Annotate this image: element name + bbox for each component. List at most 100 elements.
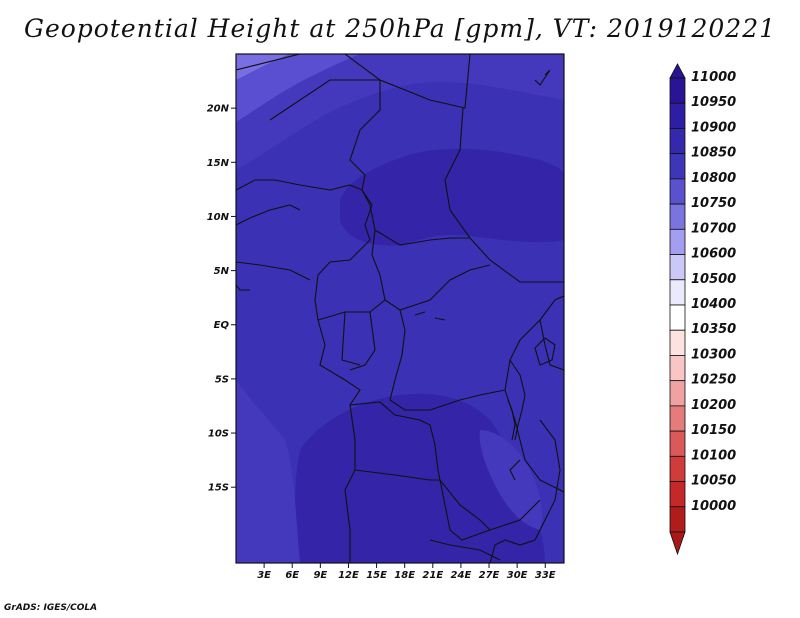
border-line [354, 469, 440, 481]
lat-tick-label: 10S [208, 429, 229, 440]
lon-tick-label: 27E [479, 570, 500, 581]
border-line [236, 204, 301, 226]
colorbar-label: 10700 [691, 221, 736, 236]
border-line [429, 539, 501, 561]
colorbar-label: 10800 [691, 171, 736, 186]
colorbar-label: 10900 [691, 120, 736, 135]
colorbar-label: 10350 [691, 322, 736, 337]
colorbar-swatch [669, 304, 686, 331]
lat-tick-label: 15S [208, 483, 229, 494]
colorbar-label: 10850 [691, 146, 736, 161]
border-line [349, 311, 376, 371]
colorbar-swatch [669, 355, 686, 382]
border-line [374, 229, 470, 246]
lon-tick-label: 9E [313, 570, 327, 581]
colorbar-label: 11000 [691, 70, 736, 85]
colorbar-label: 10750 [691, 196, 736, 211]
height-field [236, 54, 564, 563]
border-line [489, 419, 561, 563]
colorbar-label: 10150 [691, 423, 736, 438]
border-line [269, 79, 380, 121]
colorbar-label: 10100 [691, 448, 736, 463]
colorbar-swatch [669, 329, 686, 356]
border-line [349, 401, 491, 531]
lat-tick-label: 10N [207, 212, 230, 223]
lat-tick-label: 5N [214, 266, 230, 277]
colorbar-swatch [669, 380, 686, 407]
colorbar-label: 10200 [691, 398, 736, 413]
latitude-axis: 20N 15N 10N 5N EQ 5S 10S 15S [207, 104, 236, 494]
colorbar-label: 10250 [691, 373, 736, 388]
field-northwest-band [236, 54, 360, 122]
country-borders [236, 54, 564, 563]
border-line [504, 389, 564, 493]
field-southwest-band [236, 380, 300, 563]
border-line [389, 309, 506, 411]
grads-credit: GrADS: IGES/COLA [4, 603, 98, 613]
border-line [317, 299, 386, 321]
border-line [539, 319, 564, 371]
map-frame [235, 53, 565, 564]
border-line [444, 107, 564, 283]
field-corner-band [236, 54, 290, 80]
longitude-axis: 3E 6E 9E 12E 15E 18E 21E 24E 27E 30E 33E [257, 563, 556, 581]
lat-tick-label: 20N [207, 104, 230, 115]
colorbar-label: 10050 [691, 474, 736, 489]
lon-tick-label: 21E [422, 570, 443, 581]
colorbar-swatch [669, 254, 686, 281]
border-line [379, 54, 471, 109]
colorbar-top-arrow [669, 63, 686, 79]
border-line [509, 459, 521, 481]
colorbar-swatch [669, 77, 686, 104]
border-line [341, 311, 361, 366]
colorbar: 11000 10950 10900 10850 10800 10750 10700 10600… [669, 63, 736, 556]
lon-tick-label: 24E [451, 570, 472, 581]
colorbar-bottom-arrow [669, 531, 686, 556]
colorbar-swatch [669, 405, 686, 432]
lat-tick-label: 15N [207, 158, 230, 169]
lon-tick-label: 30E [507, 570, 528, 581]
field-north-band [236, 54, 564, 170]
colorbar-swatch [669, 128, 686, 155]
colorbar-label: 10600 [691, 247, 736, 262]
lat-tick-label: EQ [214, 320, 230, 331]
lon-tick-label: 18E [394, 570, 415, 581]
colorbar-swatch [669, 455, 686, 482]
colorbar-label: 10000 [691, 499, 736, 514]
lon-tick-label: 15E [366, 570, 387, 581]
colorbar-label: 10300 [691, 347, 736, 362]
border-line [236, 179, 376, 231]
colorbar-swatch [669, 279, 686, 306]
border-line [534, 337, 556, 366]
colorbar-label: 10400 [691, 297, 736, 312]
colorbar-label: 10500 [691, 272, 736, 287]
border-line [509, 359, 526, 441]
border-line [236, 284, 250, 291]
border-line [236, 54, 301, 71]
lon-tick-label: 6E [285, 570, 299, 581]
border-line [414, 311, 446, 321]
colorbar-swatch [669, 506, 686, 533]
border-line [507, 399, 516, 441]
colorbar-swatch [669, 430, 686, 457]
border-line [439, 479, 541, 541]
colorbar-swatch [669, 203, 686, 230]
border-line [236, 261, 311, 281]
lon-tick-label: 3E [257, 570, 271, 581]
colorbar-swatch [669, 102, 686, 129]
lon-tick-label: 12E [338, 570, 359, 581]
border-line [534, 69, 551, 86]
colorbar-swatch [669, 481, 686, 508]
lat-tick-label: 5S [215, 374, 229, 385]
colorbar-swatch [669, 228, 686, 255]
colorbar-swatch [669, 153, 686, 180]
border-line [344, 440, 356, 563]
map-title: Geopotential Height at 250hPa [gpm], VT:… [23, 14, 777, 43]
lon-tick-label: 33E [535, 570, 556, 581]
field-east-patch [479, 430, 542, 530]
border-line [314, 189, 373, 321]
colorbar-swatch [669, 178, 686, 205]
colorbar-label: 10950 [691, 95, 736, 110]
field-north-core [340, 148, 564, 246]
